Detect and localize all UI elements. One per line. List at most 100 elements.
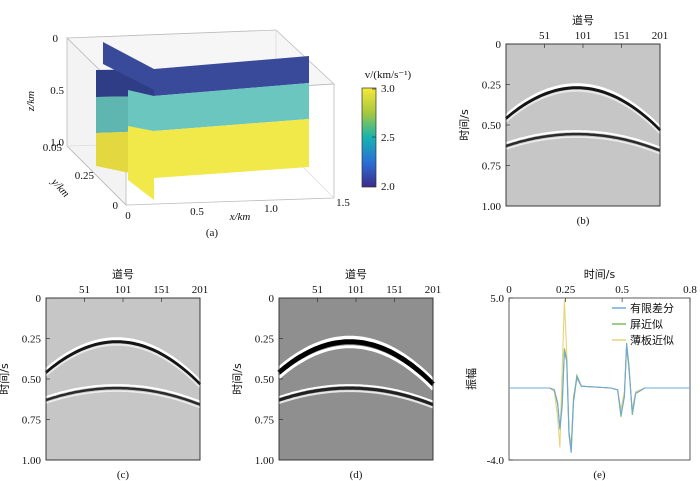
- panel-a-z-axis: 0 0.5 1.0 z/km: [25, 33, 65, 149]
- time-tick-label: 0.50: [482, 120, 502, 132]
- trace-axis-label: 道号: [572, 13, 594, 27]
- x-tick-label: 0.25: [556, 284, 576, 296]
- y-tick: 0: [113, 200, 119, 212]
- plot-area: [508, 297, 691, 461]
- time-tick-label: 0.25: [22, 334, 42, 346]
- trace-tick-label: 101: [115, 284, 132, 296]
- y-tick-label: 5.0: [490, 293, 504, 305]
- panel-b: 51 101 151 201 道号 0 0.25 0.50 0.75 1.00 时间/s (b): [458, 13, 668, 227]
- reflection-1-white: [45, 343, 201, 389]
- trace-tick-label: 201: [192, 284, 209, 296]
- panel-d: 51 101 151 201 道号 0 0.25 0.50 0.75 1.00 时间/s (d): [231, 267, 441, 481]
- panel-label: (c): [117, 469, 130, 481]
- reflection-1-white: [278, 345, 435, 391]
- panel-a-x-axis: 0 0.5 1.0 1.5 x/km: [125, 197, 350, 223]
- x-tick-label: 0: [506, 284, 512, 296]
- reflection-1-white: [45, 337, 202, 383]
- trace-tick-label: 51: [79, 284, 90, 296]
- time-tick-label: 0.75: [255, 415, 275, 427]
- trace-tick-label: 151: [153, 284, 170, 296]
- colorbar: v/(km/s⁻¹) 3.0 2.5 2.0: [361, 69, 412, 193]
- time-tick-label: 0.75: [22, 415, 42, 427]
- z-tick: 0: [53, 33, 59, 45]
- time-tick-label: 0: [36, 293, 42, 305]
- colorbar-tick: 2.0: [381, 181, 395, 193]
- reflection-1: [277, 339, 435, 387]
- reflection-1-white: [505, 83, 662, 129]
- time-tick-label: 0.75: [482, 161, 502, 173]
- panel-a-layers: [96, 42, 309, 200]
- reflection-1: [45, 340, 202, 386]
- reflection-1-white: [277, 335, 435, 382]
- legend-entry: 屏近似: [630, 318, 663, 331]
- trace-axis-label: 道号: [112, 267, 134, 281]
- y-tick-label: -4.0: [487, 455, 505, 467]
- trace-tick-label: 51: [539, 30, 550, 42]
- panel-label: (e): [593, 469, 606, 481]
- reflection-1-white: [505, 89, 661, 135]
- y-tick: 0.25: [75, 170, 95, 182]
- panel-c: 51 101 151 201 道号 0 0.25 0.50 0.75 1.00 时间/s (c): [0, 267, 208, 481]
- time-axis-label: 时间/s: [231, 363, 244, 395]
- layer-bottom-front: [154, 119, 309, 178]
- time-axis-label: 时间/s: [0, 363, 11, 395]
- z-tick: 1.0: [50, 137, 64, 149]
- time-tick-label: 0.50: [255, 374, 275, 386]
- layer-top-front: [154, 56, 309, 96]
- series-line-0: [509, 344, 690, 453]
- colorbar-tick: 2.5: [381, 132, 395, 144]
- panel-label-a: (a): [206, 227, 219, 239]
- reflection-2-white: [505, 130, 661, 149]
- gather-area: [505, 43, 661, 207]
- legend-entry: 薄板近似: [630, 333, 674, 347]
- panel-label: (d): [350, 469, 363, 481]
- colorbar-tick: 3.0: [381, 83, 395, 95]
- x-axis-label: x/km: [229, 211, 251, 223]
- reflection-2-white: [505, 136, 661, 155]
- reflection-1: [505, 86, 662, 132]
- reflection-2-white: [278, 384, 434, 403]
- trace-axis-label: 道号: [345, 267, 367, 281]
- reflection-2: [278, 386, 434, 407]
- reflection-2-white: [278, 390, 434, 409]
- colorbar-gradient: [361, 87, 377, 188]
- x-tick: 0.5: [190, 206, 204, 218]
- trace-tick-label: 201: [652, 30, 669, 42]
- gather-area: [45, 297, 201, 461]
- trace-tick-label: 101: [348, 284, 365, 296]
- trace-tick-label: 201: [425, 284, 442, 296]
- layer-mid-front: [154, 83, 309, 131]
- time-tick-label: 0: [496, 39, 502, 51]
- time-tick-label: 0: [269, 293, 275, 305]
- reflection-2-white: [45, 390, 201, 409]
- trace-tick-label: 51: [312, 284, 323, 296]
- y-tick: 0.05: [43, 142, 63, 154]
- slice-bottom: [128, 126, 154, 200]
- x-tick-label: 0.8: [683, 284, 697, 296]
- legend-entry: 有限差分: [630, 301, 674, 315]
- slice-mid: [128, 90, 154, 131]
- trace-tick-label: 151: [613, 30, 630, 42]
- reflection-2: [45, 386, 201, 406]
- colorbar-title: v/(km/s⁻¹): [365, 69, 412, 81]
- time-axis-label: 时间/s: [458, 109, 471, 141]
- z-tick: 0.5: [50, 85, 64, 97]
- reflection-2: [505, 132, 661, 152]
- x-tick: 1.0: [264, 203, 278, 215]
- panel-label: (b): [577, 215, 590, 227]
- time-tick-label: 0.25: [255, 334, 275, 346]
- x-tick: 0: [125, 210, 131, 222]
- time-tick-label: 1.00: [22, 455, 42, 467]
- y-axis-label: 振幅: [464, 368, 478, 390]
- x-tick-label: 0.5: [615, 284, 629, 296]
- trace-tick-label: 151: [386, 284, 403, 296]
- panel-a: 0 0.5 1.0 z/km 0.05 0.25 0 y/km 0 0.5 1.…: [25, 29, 412, 239]
- y-axis-label: y/km: [48, 176, 72, 200]
- gather-area: [278, 297, 434, 461]
- time-tick-label: 0.25: [482, 80, 502, 92]
- time-tick-label: 0.50: [22, 374, 42, 386]
- z-axis-label: z/km: [25, 91, 37, 112]
- time-tick-label: 1.00: [482, 201, 502, 213]
